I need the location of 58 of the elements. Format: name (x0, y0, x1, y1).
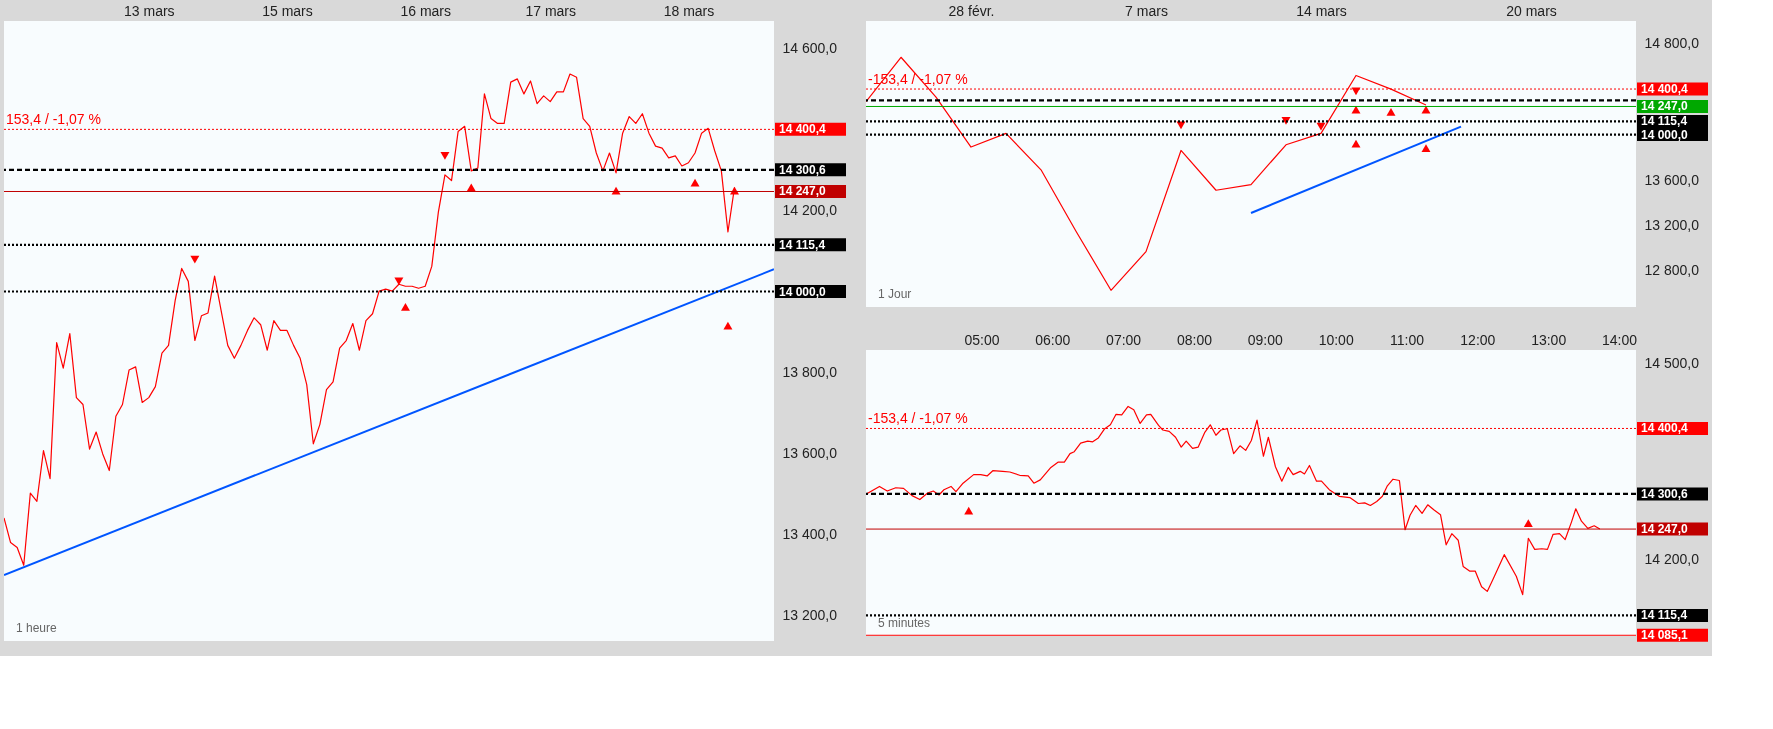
ref-line-label: 14 000,0 (779, 284, 827, 299)
x-tick-label: 15 mars (262, 2, 313, 19)
y-tick-label: 14 500,0 (1644, 354, 1700, 371)
ref-line-label: 14 247,0 (1641, 522, 1689, 537)
y-tick-label: 13 800,0 (782, 364, 838, 381)
point (1386, 107, 1396, 116)
x-tick-label: 07:00 (1106, 331, 1142, 348)
x-tick-label: 18 mars (663, 2, 715, 19)
x-tick-label: 16 mars (400, 2, 451, 19)
y-tick-label: 13 600,0 (782, 445, 838, 461)
ref-line-label: 14 400,4 (1641, 421, 1689, 436)
x-tick-label: 12:00 (1460, 331, 1496, 348)
annotation: 153,4 / -1,07 % (6, 111, 101, 128)
y-tick-label: 14 800,0 (1644, 35, 1700, 52)
ref-line-label: 14 247,0 (1641, 99, 1689, 114)
x-tick-label: 20 mars (1506, 2, 1557, 19)
x-tick-label: 11:00 (1389, 331, 1425, 348)
ref-line-label: 14 085,1 (1641, 628, 1689, 643)
x-tick-label: 06:00 (1035, 331, 1071, 348)
point (190, 255, 200, 264)
point (400, 303, 410, 311)
ref-line-label: 14 115,4 (1641, 608, 1688, 623)
annotation: -153,4 / -1,07 % (868, 410, 968, 427)
ref-line-label: 14 400,4 (1641, 82, 1689, 97)
y-tick-label: 13 200,0 (782, 606, 838, 623)
annotation: 5 minutes (878, 616, 931, 630)
x-tick-label: 13 mars (124, 2, 175, 19)
y-tick-label: 13 400,0 (782, 525, 838, 542)
x-tick-label: 17 mars (525, 2, 577, 19)
ref-line-label: 14 300,6 (779, 162, 827, 177)
ref-line-label: 14 115,4 (1641, 114, 1688, 129)
y-tick-label: 13 200,0 (1644, 217, 1700, 233)
ref-line-label: 14 247,0 (779, 184, 827, 199)
y-tick-label: 14 200,0 (1644, 551, 1700, 568)
point (1351, 139, 1361, 148)
y-tick-label: 14 600,0 (782, 40, 838, 57)
ref-line-label: 14 400,4 (779, 122, 827, 137)
point (1316, 122, 1326, 131)
y-tick-label: 12 800,0 (1644, 262, 1700, 279)
x-tick-label: 14 mars (1296, 2, 1347, 19)
y-tick-label: 13 600,0 (1644, 171, 1700, 188)
x-tick-label: 13:00 (1531, 331, 1567, 348)
annotation: 1 heure (16, 621, 58, 635)
x-tick-label: 08:00 (1176, 331, 1213, 348)
point (466, 183, 476, 192)
point (440, 151, 450, 160)
x-tick-label: 09:00 (1247, 331, 1284, 348)
x-tick-label: 14:00 (1601, 331, 1638, 348)
x-tick-label: 7 mars (1125, 2, 1168, 19)
ref-line-label: 14 300,6 (1641, 486, 1689, 501)
ref-line-label: 14 115,4 (779, 237, 826, 252)
x-tick-label: 28 févr. (948, 2, 995, 19)
x-tick-label: 10:00 (1318, 331, 1354, 348)
y-tick-label: 14 200,0 (782, 202, 838, 219)
point (1421, 144, 1431, 153)
annotation: 1 Jour (878, 287, 912, 301)
x-tick-label: 05:00 (964, 331, 1000, 348)
ref-line-label: 14 000,0 (1641, 127, 1689, 142)
